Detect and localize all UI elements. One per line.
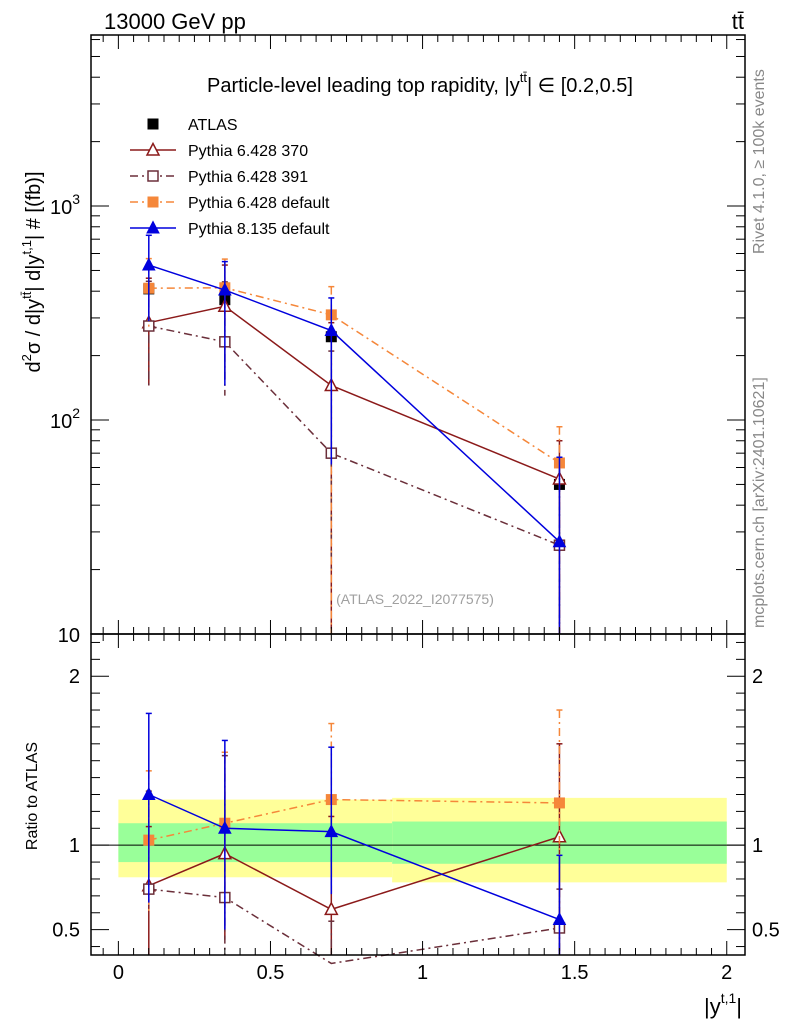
main-line-pythia-8-135-default: [148, 264, 560, 543]
legend-entry-pythia-6-428-default: Pythia 6.428 default: [130, 195, 330, 212]
main-point-pythia-8-135-default: [552, 534, 567, 548]
legend-label: ATLAS: [188, 117, 238, 134]
axes-layer: 0 0.5 1 1.5 2 10 102 103 0.5 0.5 1 1 2 2: [50, 34, 780, 984]
ratio-line-pythia-6-428-391: [148, 888, 560, 965]
x-tick-label: 0: [113, 962, 124, 984]
ratio-series-layer: [141, 709, 567, 965]
main-series-layer: [141, 234, 567, 634]
main-series-atlas: [143, 283, 565, 490]
legend-marker: [146, 220, 160, 234]
legend-label: Pythia 8.135 default: [188, 221, 330, 238]
ratio-y-tick-label-right: 0.5: [752, 920, 780, 942]
legend-label: Pythia 6.428 370: [188, 143, 308, 160]
ratio-y-tick-label-right: 1: [752, 835, 763, 857]
legend: ATLAS Pythia 6.428 370 Pythia 6.428 391 Pyt…: [130, 117, 330, 238]
ratio-y-tick-label-left: 1: [69, 835, 80, 857]
legend-entry-pythia-6-428-391: Pythia 6.428 391: [130, 169, 308, 186]
main-point-pythia-8-135-default: [324, 322, 339, 337]
legend-entry-pythia-8-135-default: Pythia 8.135 default: [130, 220, 330, 238]
x-tick-label: 2: [721, 962, 732, 984]
ratio-xlabel: |yt,1|: [704, 990, 742, 1019]
x-tick-label: 1.5: [561, 962, 589, 984]
mcplots-label: mcplots.cern.ch [arXiv:2401.10621]: [751, 377, 768, 628]
legend-marker: [147, 170, 159, 182]
main-y-tick-label: 10: [58, 625, 80, 647]
ratio-point-pythia-8-135-default: [218, 820, 232, 834]
ratio-uncertainty-bands: [118, 797, 727, 883]
ratio-point-pythia-8-135-default: [324, 824, 339, 838]
main-line-pythia-6-428-391: [148, 325, 560, 546]
ratio-ylabel: Ratio to ATLAS: [24, 742, 41, 850]
rivet-version-label: Rivet 4.1.0, ≥ 100k events: [751, 69, 768, 254]
main-ylabel: d2σ / d|ytt̄| d|yt,1| # [(fb)]: [19, 171, 45, 372]
x-tick-label: 0.5: [257, 962, 285, 984]
main-series-pythia-6-428-391: [143, 280, 566, 634]
legend-entry-pythia-6-428-370: Pythia 6.428 370: [130, 141, 308, 160]
main-series-pythia-6-428-370: [141, 264, 567, 634]
legend-marker: [147, 196, 159, 208]
ratio-line-pythia-8-135-default: [148, 793, 560, 921]
ratio-frame: [90, 633, 746, 956]
main-line-pythia-6-428-370: [148, 305, 560, 480]
ratio-y-tick-label-left: 2: [69, 666, 80, 688]
x-tick-label: 1: [417, 962, 428, 984]
main-series-pythia-6-428-default: [143, 257, 565, 634]
main-point-pythia-8-135-default: [141, 257, 156, 271]
main-series-pythia-8-135-default: [141, 234, 567, 634]
energy-label: 13000 GeV pp: [104, 9, 246, 34]
analysis-watermark: (ATLAS_2022_I2077575): [336, 591, 494, 607]
process-label: tt̄: [732, 9, 744, 34]
ratio-y-tick-label-left: 0.5: [52, 920, 80, 942]
legend-label: Pythia 6.428 default: [188, 195, 330, 212]
main-y-tick-label: 103: [50, 191, 80, 219]
main-title: Particle-level leading top rapidity, |yt…: [207, 70, 633, 97]
ratio-line-pythia-6-428-370: [148, 836, 560, 911]
main-line-pythia-6-428-default: [148, 287, 560, 464]
ratio-point-pythia-8-135-default: [141, 786, 156, 800]
main-y-tick-label: 102: [50, 405, 80, 433]
legend-marker: [147, 118, 159, 130]
ratio-line-pythia-6-428-default: [148, 798, 560, 841]
ratio-point-pythia-8-135-default: [552, 911, 567, 926]
ratio-y-tick-label-right: 2: [752, 666, 763, 688]
ratio-series-pythia-8-135-default: [141, 712, 567, 955]
ratio-point-pythia-6-428-default: [553, 797, 565, 809]
legend-entry-atlas: ATLAS: [147, 117, 238, 134]
legend-label: Pythia 6.428 391: [188, 169, 308, 186]
main-point-pythia-8-135-default: [218, 282, 232, 296]
ratio-point-pythia-6-428-370: [324, 901, 339, 916]
legend-marker: [145, 141, 161, 156]
